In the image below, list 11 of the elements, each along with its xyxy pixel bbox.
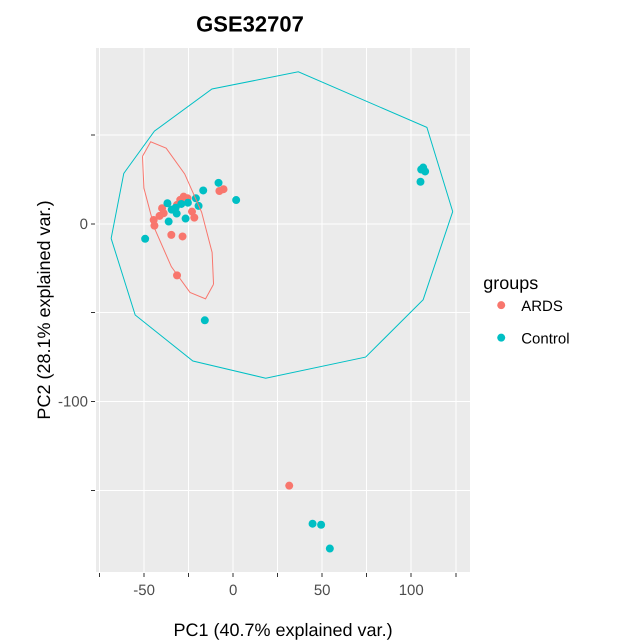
y-tick-label: -100 xyxy=(58,394,88,411)
x-tick-label: -50 xyxy=(133,582,155,599)
legend-label: Control xyxy=(521,330,570,348)
x-tick-label: 100 xyxy=(398,582,424,599)
legend-title: groups xyxy=(483,272,538,293)
x-axis-title: PC1 (40.7% explained var.) xyxy=(173,620,393,640)
y-axis-title: PC2 (28.1% explained var.) xyxy=(34,200,54,420)
x-tick-label: 50 xyxy=(314,582,331,599)
x-tick-label: 0 xyxy=(228,582,238,599)
chart-title: GSE32707 xyxy=(196,11,304,36)
legend-label: ARDS xyxy=(521,298,563,315)
